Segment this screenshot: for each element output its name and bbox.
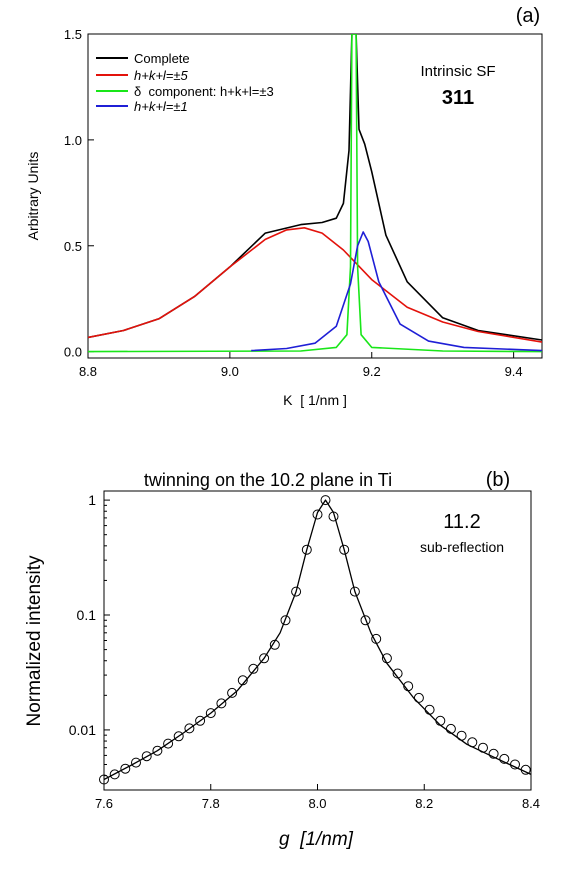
chart-b-data-point: [499, 753, 510, 764]
chart-b-data-point: [301, 544, 312, 555]
chart-a-y-tick-label: 0.5: [64, 239, 82, 254]
chart-b-data-point: [109, 769, 120, 780]
chart-b-data-point: [216, 698, 227, 709]
chart-b-data-point: [478, 742, 488, 753]
chart-b-x-axis-label: g [1/nm]: [279, 829, 354, 850]
chart-b-y-axis-label: Normalized intensity: [24, 555, 45, 727]
chart-b-x-tick-label: 7.6: [95, 796, 113, 811]
chart-b-data-point: [392, 668, 403, 679]
legend-label-red: h+k+l=±5: [134, 68, 189, 83]
chart-b-data-point: [371, 633, 382, 644]
panel-a-label: (a): [516, 5, 540, 27]
chart-b-data-point: [120, 763, 131, 774]
chart-b-data-point: [227, 687, 238, 698]
chart-a-series-2-line: [88, 227, 542, 343]
chart-b-plot-frame: [103, 490, 532, 791]
chart-a-annotation-id: 311: [442, 87, 474, 109]
chart-b: twinning on the 10.2 plane in Ti (b) 7.6…: [24, 469, 540, 850]
chart-a: (a) 8.8 9.0 9.2 9.40.00.51.01.5 K [ 1/nm ] …: [25, 5, 543, 408]
chart-b-y-tick-label: 0.01: [69, 722, 96, 738]
chart-b-fit-line: [104, 499, 531, 781]
chart-b-data-point: [152, 745, 163, 756]
chart-b-data-point: [195, 715, 206, 726]
chart-b-data-point: [259, 653, 270, 664]
chart-b-data-point: [291, 586, 302, 597]
chart-b-data-point: [280, 615, 291, 626]
chart-b-annotation-sub: sub-reflection: [420, 539, 504, 555]
chart-b-annotation-title: 11.2: [443, 511, 480, 533]
chart-b-x-tick-label: 8.0: [308, 796, 326, 811]
chart-b-data-point: [413, 692, 424, 703]
chart-b-x-tick-label: 8.4: [522, 796, 540, 811]
chart-b-data-point: [248, 663, 259, 674]
chart-a-y-tick-label: 1.0: [64, 133, 82, 148]
chart-b-y-tick-label: 0.1: [77, 607, 97, 623]
chart-b-data-point: [205, 708, 216, 719]
chart-b-data-point: [312, 509, 323, 520]
chart-b-x-tick-label: 7.8: [202, 796, 220, 811]
chart-b-ticks: 7.6 7.8 8.0 8.2 8.4 0.01 0.1 1: [69, 492, 540, 811]
chart-b-data-point: [510, 759, 520, 770]
chart-b-data-point: [339, 544, 350, 555]
legend-label-green: δ component: h+k+l=±3: [134, 84, 274, 99]
chart-b-data-point: [520, 764, 531, 775]
chart-a-series: [88, 34, 542, 353]
chart-b-data-point: [328, 511, 339, 522]
chart-b-data-point: [381, 653, 392, 664]
chart-a-y-tick-label: 0.0: [64, 345, 82, 360]
chart-b-data-point: [320, 495, 331, 506]
chart-b-data-point: [403, 681, 414, 692]
chart-b-data-point: [163, 738, 174, 749]
chart-b-data-point: [445, 723, 456, 734]
legend-label-complete: Complete: [134, 51, 190, 66]
chart-b-data-point: [435, 715, 446, 726]
chart-a-x-tick-label: 9.2: [363, 364, 381, 379]
chart-b-data-point: [360, 615, 371, 626]
chart-b-data-point: [488, 748, 499, 759]
chart-b-data-point: [237, 675, 248, 686]
chart-a-annotation-title: Intrinsic SF: [420, 63, 495, 80]
chart-b-y-tick-label: 1: [88, 492, 96, 508]
chart-b-data-point: [467, 737, 478, 748]
chart-a-x-tick-label: 9.0: [221, 364, 239, 379]
chart-b-data-point: [456, 730, 467, 741]
chart-b-data-point: [269, 639, 280, 650]
chart-a-plot-frame: [87, 33, 543, 359]
chart-b-title: twinning on the 10.2 plane in Ti: [144, 470, 392, 490]
chart-b-series: [99, 495, 531, 785]
chart-a-x-tick-label: 9.4: [505, 364, 523, 379]
chart-a-legend: Complete h+k+l=±5 δ component: h+k+l=±3 …: [96, 51, 274, 114]
chart-b-data-point: [99, 774, 109, 785]
chart-a-x-axis-label: K [ 1/nm ]: [283, 392, 347, 408]
chart-b-data-point: [141, 751, 152, 762]
chart-a-series-4-line: [251, 231, 542, 352]
chart-b-x-tick-label: 8.2: [415, 796, 433, 811]
chart-b-data-point: [349, 586, 360, 597]
chart-a-series-3-line: [88, 34, 542, 353]
legend-label-blue: h+k+l=±1: [134, 99, 188, 114]
chart-a-y-axis-label: Arbitrary Units: [25, 152, 41, 241]
chart-a-y-tick-label: 1.5: [64, 27, 82, 42]
chart-a-x-tick-label: 8.8: [79, 364, 97, 379]
panel-b-label: (b): [486, 469, 510, 491]
chart-b-data-point: [424, 704, 435, 715]
chart-b-data-point: [184, 723, 195, 734]
chart-b-data-point: [173, 731, 184, 742]
chart-b-data-point: [131, 757, 141, 768]
